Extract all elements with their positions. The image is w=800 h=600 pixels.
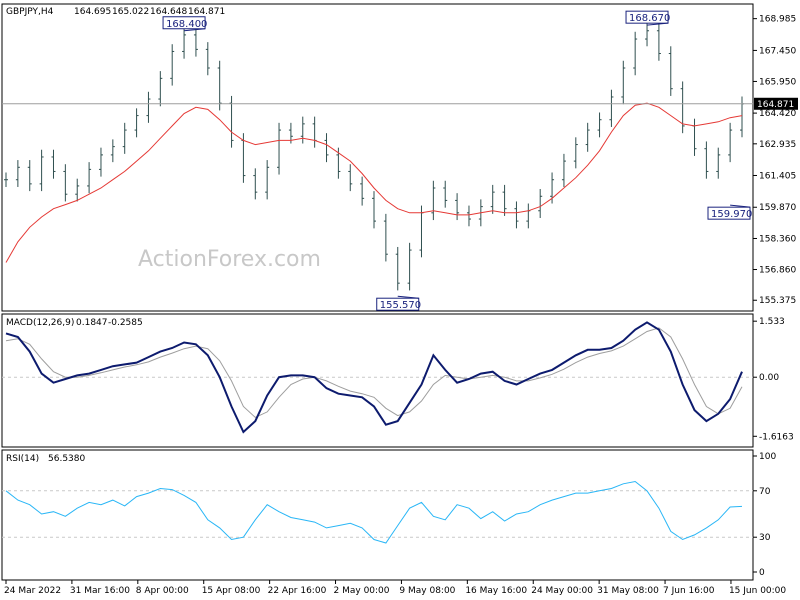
macd-signal-line [5, 327, 743, 418]
time-tick-label: 7 Jun 16:00 [663, 586, 715, 596]
time-tick-label: 15 Apr 08:00 [202, 586, 261, 596]
time-tick-label: 24 May 00:00 [531, 586, 593, 596]
current-price-tag-bg [754, 97, 798, 110]
price-y-tick-label: 159.870 [759, 203, 796, 213]
annotation-leader [397, 295, 419, 299]
time-tick-label: 31 Mar 16:00 [70, 586, 130, 596]
annotation-label: 168.400 [166, 19, 207, 30]
macd-line [5, 321, 743, 434]
macd-panel-frame [1, 313, 754, 448]
time-tick-label: 31 May 08:00 [597, 586, 659, 596]
price-y-tick-label: 158.360 [759, 234, 796, 244]
price-panel: GBPJPY,H4 164.695 165.022 164.648 164.87… [1, 3, 798, 312]
price-y-tick-label: 161.405 [759, 171, 796, 181]
macd-panel-title: MACD(12,26,9) [6, 318, 74, 328]
annotation-leader [646, 22, 669, 26]
time-axis: 24 Mar 2022 31 Mar 16:00 8 Apr 00:00 15 Apr… [4, 580, 786, 596]
price-y-tick-label: 156.860 [759, 266, 796, 276]
rsi-y-axis: 100 70 30 0 [753, 452, 776, 578]
macd-y-tick-label: -1.6163 [759, 432, 794, 442]
time-tick-label: 15 Jun 00:00 [729, 586, 786, 596]
price-panel-symbol: GBPJPY,H4 [6, 7, 54, 17]
moving-average-line [5, 102, 743, 263]
price-y-tick-label: 155.375 [759, 296, 796, 306]
time-tick-label: 2 May 00:00 [334, 586, 390, 596]
rsi-panel-frame [1, 449, 754, 581]
annotation-leader [730, 204, 751, 208]
price-y-tick-label: 164.420 [759, 109, 796, 119]
watermark: ActionForex.com [138, 247, 321, 272]
annotation-leader [184, 28, 206, 32]
price-y-tick-label: 165.950 [759, 77, 796, 87]
price-panel-low: 164.648 [150, 7, 187, 17]
macd-y-tick-label: 0.00 [759, 373, 779, 383]
rsi-line [5, 480, 743, 544]
time-tick-label: 16 May 16:00 [465, 586, 527, 596]
time-tick-label: 24 Mar 2022 [4, 586, 61, 596]
annotation-label: 168.670 [629, 13, 670, 24]
rsi-y-tick-label: 100 [759, 452, 776, 462]
rsi-panel: RSI(14) 56.5380 100 70 30 0 [1, 449, 776, 581]
price-panel-close: 164.871 [188, 7, 225, 17]
rsi-panel-title: RSI(14) [6, 454, 39, 464]
price-panel-high: 165.022 [112, 7, 149, 17]
annotation-label: 155.570 [380, 300, 421, 311]
macd-y-tick-label: 1.533 [759, 317, 785, 327]
price-panel-frame [1, 3, 754, 312]
macd-panel-signal-value: -0.2585 [108, 318, 143, 328]
current-price-tag-label: 164.871 [757, 100, 794, 110]
annotation-box [376, 297, 420, 311]
price-annotations: 168.400 168.670 155.570 159.970 [162, 10, 752, 311]
rsi-y-tick-label: 0 [759, 568, 765, 578]
current-price-tag: 164.871 [754, 97, 798, 110]
price-panel-open: 164.695 [74, 7, 111, 17]
rsi-levels [2, 490, 753, 538]
rsi-y-tick-label: 70 [759, 487, 771, 497]
price-y-axis: 168.985 167.450 165.950 164.420 162.935 161.4… [753, 15, 796, 306]
macd-panel: MACD(12,26,9) 0.1847 -0.2585 1.533 0.00 -1… [1, 313, 794, 448]
price-bars [4, 23, 744, 291]
annotation-box [707, 206, 751, 220]
macd-panel-value: 0.1847 [76, 318, 108, 328]
annotation-box [625, 10, 669, 24]
macd-y-axis: 1.533 0.00 -1.6163 [753, 317, 794, 442]
price-y-tick-label: 168.985 [759, 15, 796, 25]
time-tick-label: 8 Apr 00:00 [136, 586, 189, 596]
annotation-box [162, 16, 206, 30]
price-y-tick-label: 162.935 [759, 140, 796, 150]
rsi-panel-value: 56.5380 [48, 454, 85, 464]
annotation-label: 159.970 [711, 209, 752, 220]
time-tick-label: 22 Apr 16:00 [268, 586, 327, 596]
price-y-tick-label: 167.450 [759, 46, 796, 56]
time-tick-label: 9 May 08:00 [399, 586, 455, 596]
rsi-y-tick-label: 30 [759, 533, 771, 543]
